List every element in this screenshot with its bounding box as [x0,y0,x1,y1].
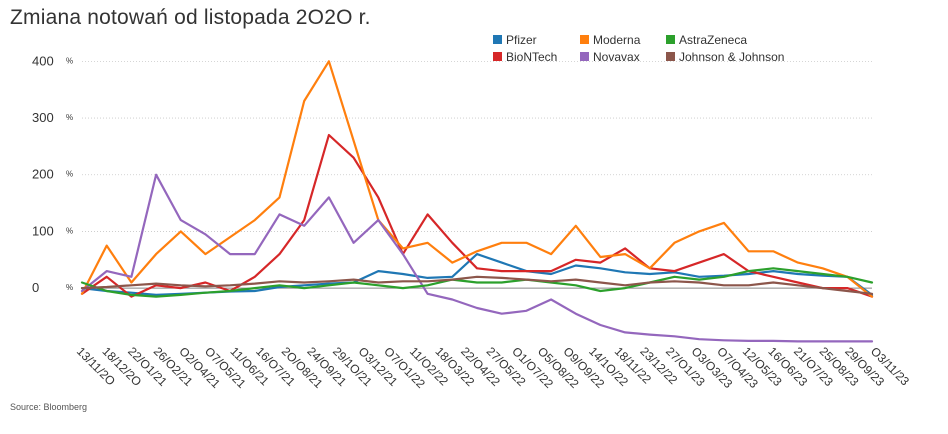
legend-swatch-pfizer [493,35,502,44]
source-note: Source: Bloomberg [10,402,88,412]
y-tick-unit: % [66,56,73,65]
legend-label-johnson-johnson: Johnson & Johnson [679,50,784,64]
legend-label-novavax: Novavax [593,50,640,64]
legend: Pfizer Moderna AstraZeneca BioNTech Novavax J… [493,33,784,64]
y-tick-label: 0 [32,280,39,295]
y-tick-label: 400 [32,53,54,68]
grid [82,60,872,289]
y-tick-unit: % [66,113,73,122]
series-group [80,60,874,343]
y-tick-label: 200 [32,167,54,182]
legend-swatch-johnson-johnson [666,52,675,61]
series-line-pfizer [80,253,874,296]
chart-title: Zmiana notowań od listopada 2O2O r. [10,6,371,29]
series-line-moderna [80,60,874,298]
legend-label-astrazeneca: AstraZeneca [679,33,747,47]
legend-swatch-astrazeneca [666,35,675,44]
legend-swatch-novavax [580,52,589,61]
series-line-novavax [80,173,874,343]
y-axis: 0 % 100 % 200 % 300 % 400% [32,53,73,295]
series-line-astrazeneca [80,267,874,298]
legend-label-pfizer: Pfizer [506,33,537,47]
y-tick-unit: % [66,170,73,179]
series-line-johnson-johnson [80,275,874,295]
series-line-biontech [80,133,874,298]
legend-label-moderna: Moderna [593,33,641,47]
y-tick-unit: % [66,226,73,235]
y-tick-label: 300 [32,110,54,125]
y-tick-label: 100 [32,223,54,238]
legend-swatch-moderna [580,35,589,44]
legend-label-biontech: BioNTech [506,50,557,64]
y-tick-unit: % [66,283,73,292]
legend-swatch-biontech [493,52,502,61]
x-axis: 13/11/2O18/12/2O22/O1/2126/O2/21O2/O4/21… [74,344,912,391]
